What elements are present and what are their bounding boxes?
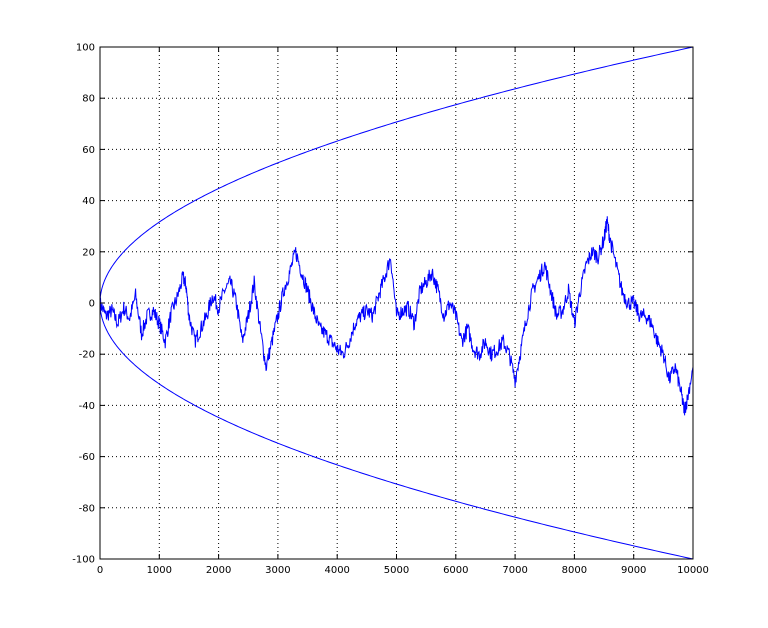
y-tick-label: -40	[79, 401, 95, 412]
y-tick-label: 80	[82, 94, 95, 105]
y-tick-label: 0	[89, 299, 95, 310]
y-tick-label: 60	[82, 145, 95, 156]
x-tick-label: 8000	[562, 565, 587, 576]
axis-ticks	[99, 46, 694, 560]
x-tick-label: 7000	[502, 565, 527, 576]
y-tick-label: -80	[79, 503, 95, 514]
series-lines	[99, 46, 694, 560]
random-walk-line	[99, 216, 694, 416]
grid-lines	[100, 47, 693, 559]
x-tick-label: 3000	[265, 565, 290, 576]
x-tick-label: 0	[97, 565, 103, 576]
y-tick-label: 20	[82, 247, 95, 258]
x-tick-label: 6000	[443, 565, 468, 576]
lower-bound-line	[99, 303, 694, 560]
y-tick-label: -60	[79, 452, 95, 463]
y-tick-label: -100	[72, 555, 95, 566]
x-tick-label: 9000	[621, 565, 646, 576]
x-tick-label: 10000	[677, 565, 709, 576]
x-tick-label: 4000	[324, 565, 349, 576]
x-tick-label: 5000	[384, 565, 409, 576]
y-tick-label: -20	[79, 350, 95, 361]
y-tick-labels: -100 -80 -60 -40 -20 0 20 40 60 80 100	[72, 43, 95, 566]
x-tick-label: 1000	[147, 565, 172, 576]
x-tick-label: 2000	[206, 565, 231, 576]
x-tick-labels: 0 1000 2000 3000 4000 5000 6000 7000 8000 9000 100…	[97, 565, 709, 576]
y-tick-label: 100	[76, 43, 95, 54]
upper-bound-line	[99, 46, 694, 303]
y-tick-label: 40	[82, 196, 95, 207]
